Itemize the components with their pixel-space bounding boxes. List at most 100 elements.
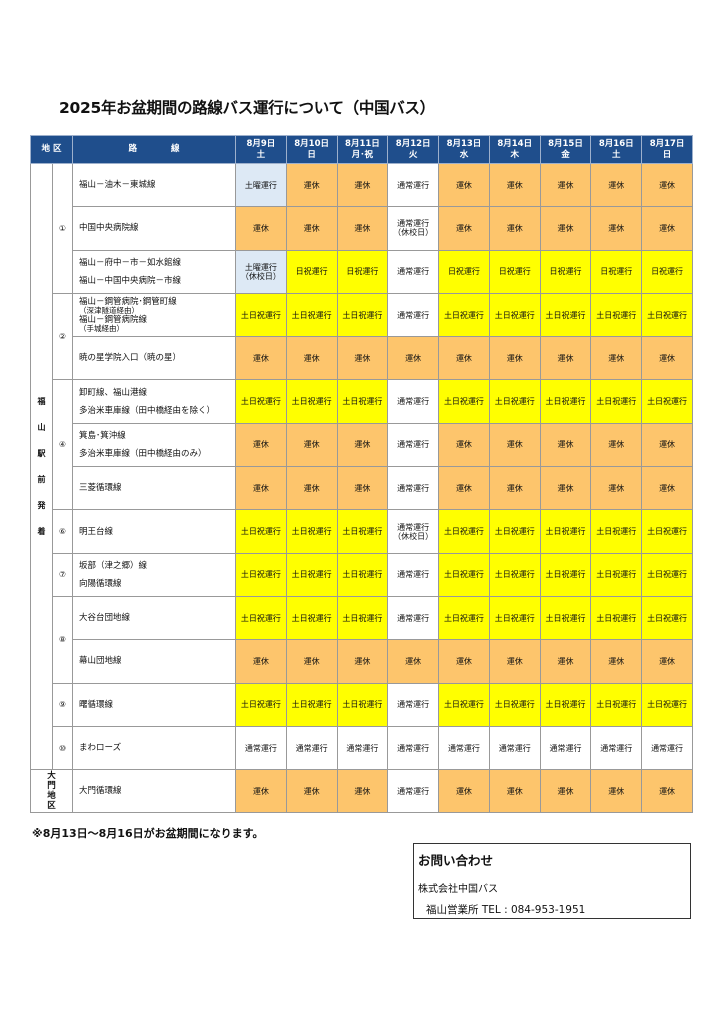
route-line: 福山－鋼管病院･鋼管町線 [79, 297, 177, 308]
route-name: 暁の星学院入口（暁の星） [72, 336, 236, 381]
status-cell: 土日祝運行 [235, 292, 287, 338]
status-cell: 運休 [285, 162, 338, 208]
status-cell: 運休 [539, 466, 592, 511]
status-cell: 日祝運行 [336, 249, 389, 294]
header-date: 8月15日 [548, 138, 583, 149]
status-cell: 土日祝運行 [438, 552, 490, 597]
route-line: （深津隧道経由） [79, 306, 139, 316]
status-cell: 土日祝運行 [285, 682, 338, 727]
status-cell: 運休 [488, 206, 541, 251]
status-cell: 土日祝運行 [488, 292, 541, 338]
status-cell: 運休 [641, 769, 693, 814]
status-cell: 運休 [235, 336, 287, 381]
status-cell: 土日祝運行 [641, 509, 693, 554]
status-cell: 土日祝運行 [235, 595, 287, 641]
status-cell: 日祝運行 [590, 249, 643, 294]
status-cell: 土日祝運行 [285, 509, 338, 554]
header-day: 8月11日 月･祝 [336, 135, 389, 164]
header-day: 8月13日水 [438, 135, 490, 164]
route-line: 福山－鋼管病院線 [79, 315, 148, 326]
status-cell: 土日祝運行 [590, 509, 643, 554]
route-name: 明王台線 [72, 509, 236, 554]
status-cell: 土日祝運行 [438, 292, 490, 338]
table-row: 箕島･箕沖線 多治米車庫線（田中橋経由のみ） 運休 運休 運休 通常運行 運休 運休 運休 運休運… [31, 422, 693, 468]
status-cell: 土日祝運行 [285, 595, 338, 641]
status-cell: 通常運行 [387, 379, 440, 424]
status-cell: 土日祝運行 [488, 552, 541, 597]
status-cell: 運休 [235, 206, 287, 251]
status-cell: 通常運行 （休校日） [387, 206, 440, 251]
status-cell: 土日祝運行 [641, 682, 693, 727]
route-line: 三菱循環線 [79, 483, 122, 494]
status-cell: 土日祝運行 [539, 509, 592, 554]
route-name: 大谷台団地線 [72, 595, 236, 641]
status-cell: 運休 [590, 206, 643, 251]
route-group-number: ⑧ [52, 595, 73, 684]
status-cell: 土日祝運行 [438, 509, 490, 554]
route-line: 大谷台団地線 [79, 613, 131, 624]
contact-heading: お問い合わせ [418, 853, 494, 868]
route-name: 坂部（津之郷）線 向陽循環線 [72, 552, 236, 597]
status-cell: 日祝運行 [438, 249, 490, 294]
status-cell: 運休 [438, 466, 490, 511]
header-date: 8月17日 [649, 138, 685, 149]
header-dow: 日 [662, 149, 672, 160]
status-cell: 通常運行 [488, 725, 541, 771]
route-line: まわローズ [79, 743, 122, 753]
contact-company: 株式会社中国バス [418, 884, 498, 895]
table-header-row: 地 区 路 線 8月9日土 8月10日日 8月11日 月･祝 8月12日火 8月13日水 8… [30, 135, 693, 164]
status-cell: 土日祝運行 [336, 292, 389, 338]
status-cell: 土日祝運行 [336, 552, 389, 597]
route-line: 多治米車庫線（田中橋経由のみ） [79, 448, 207, 459]
status-cell: 通常運行 （休校日） [387, 509, 440, 554]
route-line: 多治米車庫線（田中橋経由を除く） [79, 405, 216, 416]
status-cell: 土日祝運行 [641, 292, 693, 338]
header-dow: 土 [611, 149, 621, 160]
status-cell: 土日祝運行 [488, 509, 541, 554]
status-cell: 運休 [438, 769, 490, 814]
status-cell: 運休 [539, 206, 592, 251]
header-date: 8月10日 [294, 138, 330, 149]
status-cell: 通常運行 [387, 162, 440, 208]
status-cell: 通常運行 [539, 725, 592, 771]
status-cell: 運休 [539, 769, 592, 814]
status-cell: 土日祝運行 [539, 595, 592, 641]
table-row: ② 福山－鋼管病院･鋼管町線 （深津隧道経由） 福山－鋼管病院線 （手城経由） 土日祝運行… [31, 292, 693, 381]
route-line: 福山－油木－東城線 [79, 180, 156, 191]
route-line: 暁の星学院入口（暁の星） [79, 353, 182, 364]
schedule-table: 地 区 路 線 8月9日土 8月10日日 8月11日 月･祝 8月12日火 8月13日水 8… [30, 135, 693, 814]
table-row: 三菱循環線 運休 運休 運休 通常運行 運休 運休 運休 運休 運休 [31, 466, 693, 511]
route-group-number: ⑩ [52, 725, 73, 771]
header-dow: 金 [561, 149, 570, 160]
route-line: 大門循環線 [79, 786, 122, 797]
header-dow: 土 [256, 149, 266, 160]
route-group-number: ⑨ [52, 682, 73, 727]
page-title: 2025年お盆期間の路線バス運行について（中国バス） [59, 99, 435, 117]
status-cell: 運休 [285, 769, 338, 814]
route-name: 福山－府中－市－如水館線 福山－中国中央病院－市線 [72, 249, 236, 294]
status-cell: 運休 [438, 162, 490, 208]
route-group-number: ④ [52, 379, 73, 511]
table-row: 大 門 地 区大門循環線 運休 運休 運休 通常運行 運休 運休 運休 運休 運休 [30, 769, 693, 814]
status-cell: 土日祝運行 [336, 682, 389, 727]
status-cell: 通常運行 [387, 292, 440, 338]
status-cell: 土日祝運行 [641, 595, 693, 641]
route-line: 福山－府中－市－如水館線 [79, 257, 182, 268]
status-cell: 日祝運行 [285, 249, 338, 294]
table-row: ⑨ 曙循環線 土日祝運行 土日祝運行 土日祝運行 通常運行 土日祝運行 土日祝運行 土日祝運行土… [31, 682, 693, 727]
status-cell: 土日祝運行 [336, 509, 389, 554]
status-cell: 土日祝運行 [285, 552, 338, 597]
status-cell: 日祝運行 [488, 249, 541, 294]
route-group-number: ① [52, 163, 73, 294]
status-cell: 土日祝運行 [235, 552, 287, 597]
route-name: 卸町線、福山港線 多治米車庫線（田中橋経由を除く） [72, 379, 236, 424]
status-cell: 土日祝運行 [590, 379, 643, 424]
route-line: 坂部（津之郷）線 [79, 560, 148, 571]
header-dow: 水 [459, 149, 469, 160]
header-dow: 日 [307, 149, 316, 160]
table-row: ⑧ 大谷台団地線 土日祝運行 土日祝運行 土日祝運行 通常運行 土日祝運行 土日祝運行 土日祝運… [31, 595, 693, 684]
status-cell: 通常運行 [387, 595, 440, 641]
status-cell: 運休 [539, 639, 592, 684]
status-cell: 土日祝運行 [590, 292, 643, 338]
status-cell: 日祝運行 [641, 249, 693, 294]
